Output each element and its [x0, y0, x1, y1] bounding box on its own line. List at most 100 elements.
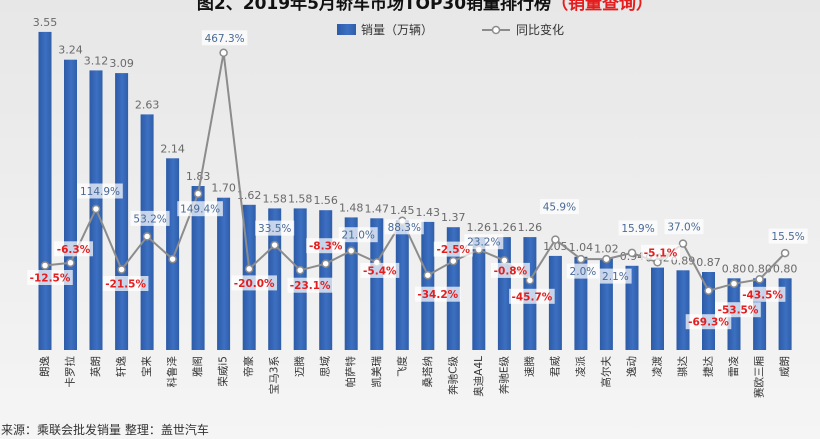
yoy-point-30 [780, 248, 790, 258]
legend-line-marker [491, 25, 501, 35]
yoy-label-bg-17 [433, 241, 473, 257]
yoy-value-label-4: -21.5% [105, 279, 146, 291]
yoy-point-28 [729, 279, 739, 288]
yoy-value-label-3: 114.9% [80, 186, 120, 198]
category-label-15: 飞度 [395, 356, 408, 377]
sales-bar-7 [191, 186, 205, 350]
yoy-label-bg-15 [384, 219, 424, 235]
bar-value-label-13: 1.48 [339, 201, 364, 214]
category-label-14: 凯美瑞 [370, 356, 383, 388]
yoy-label-bg-23 [599, 268, 632, 284]
sales-bar-16 [421, 221, 435, 350]
yoy-value-label-24: 15.9% [621, 223, 654, 235]
bar-value-label-18: 1.26 [467, 221, 492, 234]
yoy-value-label-20: -45.7% [512, 291, 553, 303]
bar-value-label-1: 3.55 [33, 16, 58, 29]
sales-bar-2 [64, 59, 77, 350]
yoy-point-19 [500, 256, 509, 265]
sales-bar-24 [625, 265, 639, 350]
category-label-5: 宝来 [140, 356, 153, 377]
yoy-value-label-11: -23.1% [290, 280, 331, 292]
category-label-16: 桑塔纳 [421, 356, 434, 388]
category-label-6: 科鲁泽 [166, 356, 179, 388]
category-label-20: 速腾 [523, 356, 536, 377]
yoy-point-24 [627, 248, 637, 258]
category-label-2: 卡罗拉 [64, 356, 77, 388]
yoy-value-label-17: -2.5% [437, 244, 471, 256]
yoy-point-22 [576, 254, 586, 264]
yoy-point-29 [755, 275, 764, 284]
bar-value-label-17: 1.37 [441, 211, 466, 224]
yoy-label-bg-26 [664, 219, 704, 235]
yoy-value-label-13: 21.0% [342, 230, 375, 242]
yoy-label-bg-27 [685, 314, 732, 330]
bar-value-label-14: 1.47 [365, 202, 390, 215]
yoy-value-label-21: 45.9% [543, 202, 576, 214]
yoy-point-1 [40, 261, 50, 270]
yoy-label-bg-2 [54, 241, 93, 257]
bar-value-label-23: 1.02 [594, 243, 619, 256]
yoy-value-label-16: -34.2% [417, 289, 458, 301]
chart-title-main: 图2、2019年5月轿车市场TOP30销量排行榜 [197, 0, 551, 14]
legend-label-yoy: 同比变化 [516, 22, 564, 37]
category-label-26: 骐达 [676, 356, 689, 377]
yoy-point-7 [193, 189, 203, 198]
yoy-label-bg-10 [255, 220, 295, 236]
yoy-point-10 [270, 240, 279, 250]
bar-value-label-10: 1.58 [262, 192, 287, 205]
bar-value-label-8: 1.70 [211, 182, 236, 195]
yoy-point-9 [244, 264, 254, 274]
category-label-4: 轩逸 [115, 356, 128, 377]
yoy-value-label-22: 2.0% [570, 266, 597, 278]
yoy-label-bg-8 [201, 30, 248, 46]
category-label-22: 凌派 [574, 356, 587, 377]
sales-bar-26 [676, 270, 690, 350]
yoy-point-2 [66, 258, 75, 268]
yoy-value-label-23: 2.1% [602, 271, 629, 283]
yoy-point-27 [704, 286, 713, 295]
yoy-label-bg-30 [768, 228, 808, 244]
yoy-value-label-30: 15.5% [771, 231, 804, 243]
category-label-17: 奔驰C级 [446, 356, 459, 395]
yoy-value-label-2: -6.3% [57, 244, 91, 256]
sales-bar-14 [370, 218, 384, 350]
sales-bar-25 [651, 267, 664, 350]
category-label-9: 帝豪 [242, 356, 255, 377]
category-label-18: 奥迪A4L [472, 356, 485, 397]
category-label-10: 宝马3系 [268, 356, 281, 394]
yoy-point-4 [117, 265, 126, 274]
yoy-point-11 [295, 265, 305, 275]
yoy-value-label-25: -5.1% [644, 247, 678, 259]
bar-value-label-20: 1.26 [518, 221, 543, 234]
yoy-value-label-26: 37.0% [667, 222, 700, 234]
bar-value-label-15: 1.45 [390, 204, 415, 217]
sales-bar-8 [217, 197, 231, 350]
yoy-value-label-1: -12.5% [30, 273, 71, 285]
bar-value-label-3: 3.12 [84, 54, 109, 67]
bar-value-label-11: 1.58 [288, 192, 313, 205]
yoy-point-3 [91, 204, 101, 214]
yoy-point-6 [168, 254, 177, 264]
bar-value-label-19: 1.26 [492, 221, 517, 234]
yoy-point-21 [551, 235, 560, 244]
legend-bar-swatch [337, 24, 356, 35]
sales-bar-19 [497, 237, 511, 350]
yoy-label-bg-5 [130, 210, 170, 226]
yoy-point-8 [219, 48, 228, 58]
source-note: 来源：乘联会批发销量 整理：盖世汽车 [1, 422, 209, 437]
bar-value-label-12: 1.56 [313, 194, 338, 207]
yoy-label-bg-3 [77, 183, 123, 199]
bar-value-label-6: 2.14 [160, 142, 185, 155]
yoy-label-bg-13 [338, 227, 378, 243]
sales-bar-21 [548, 255, 562, 350]
yoy-point-17 [449, 256, 458, 266]
yoy-label-bg-18 [464, 234, 504, 250]
yoy-value-label-12: -8.3% [309, 241, 343, 253]
category-label-28: 雷凌 [727, 356, 740, 377]
yoy-label-bg-21 [539, 199, 579, 215]
category-label-12: 思域 [319, 356, 332, 377]
yoy-label-bg-4 [102, 276, 149, 291]
bar-value-label-2: 3.24 [58, 44, 83, 57]
yoy-value-labels: -12.5% -6.3% 114.9% -21.5% 53.2% 149.4% 467.3%… [27, 30, 808, 330]
yoy-label-bg-29 [739, 286, 786, 302]
